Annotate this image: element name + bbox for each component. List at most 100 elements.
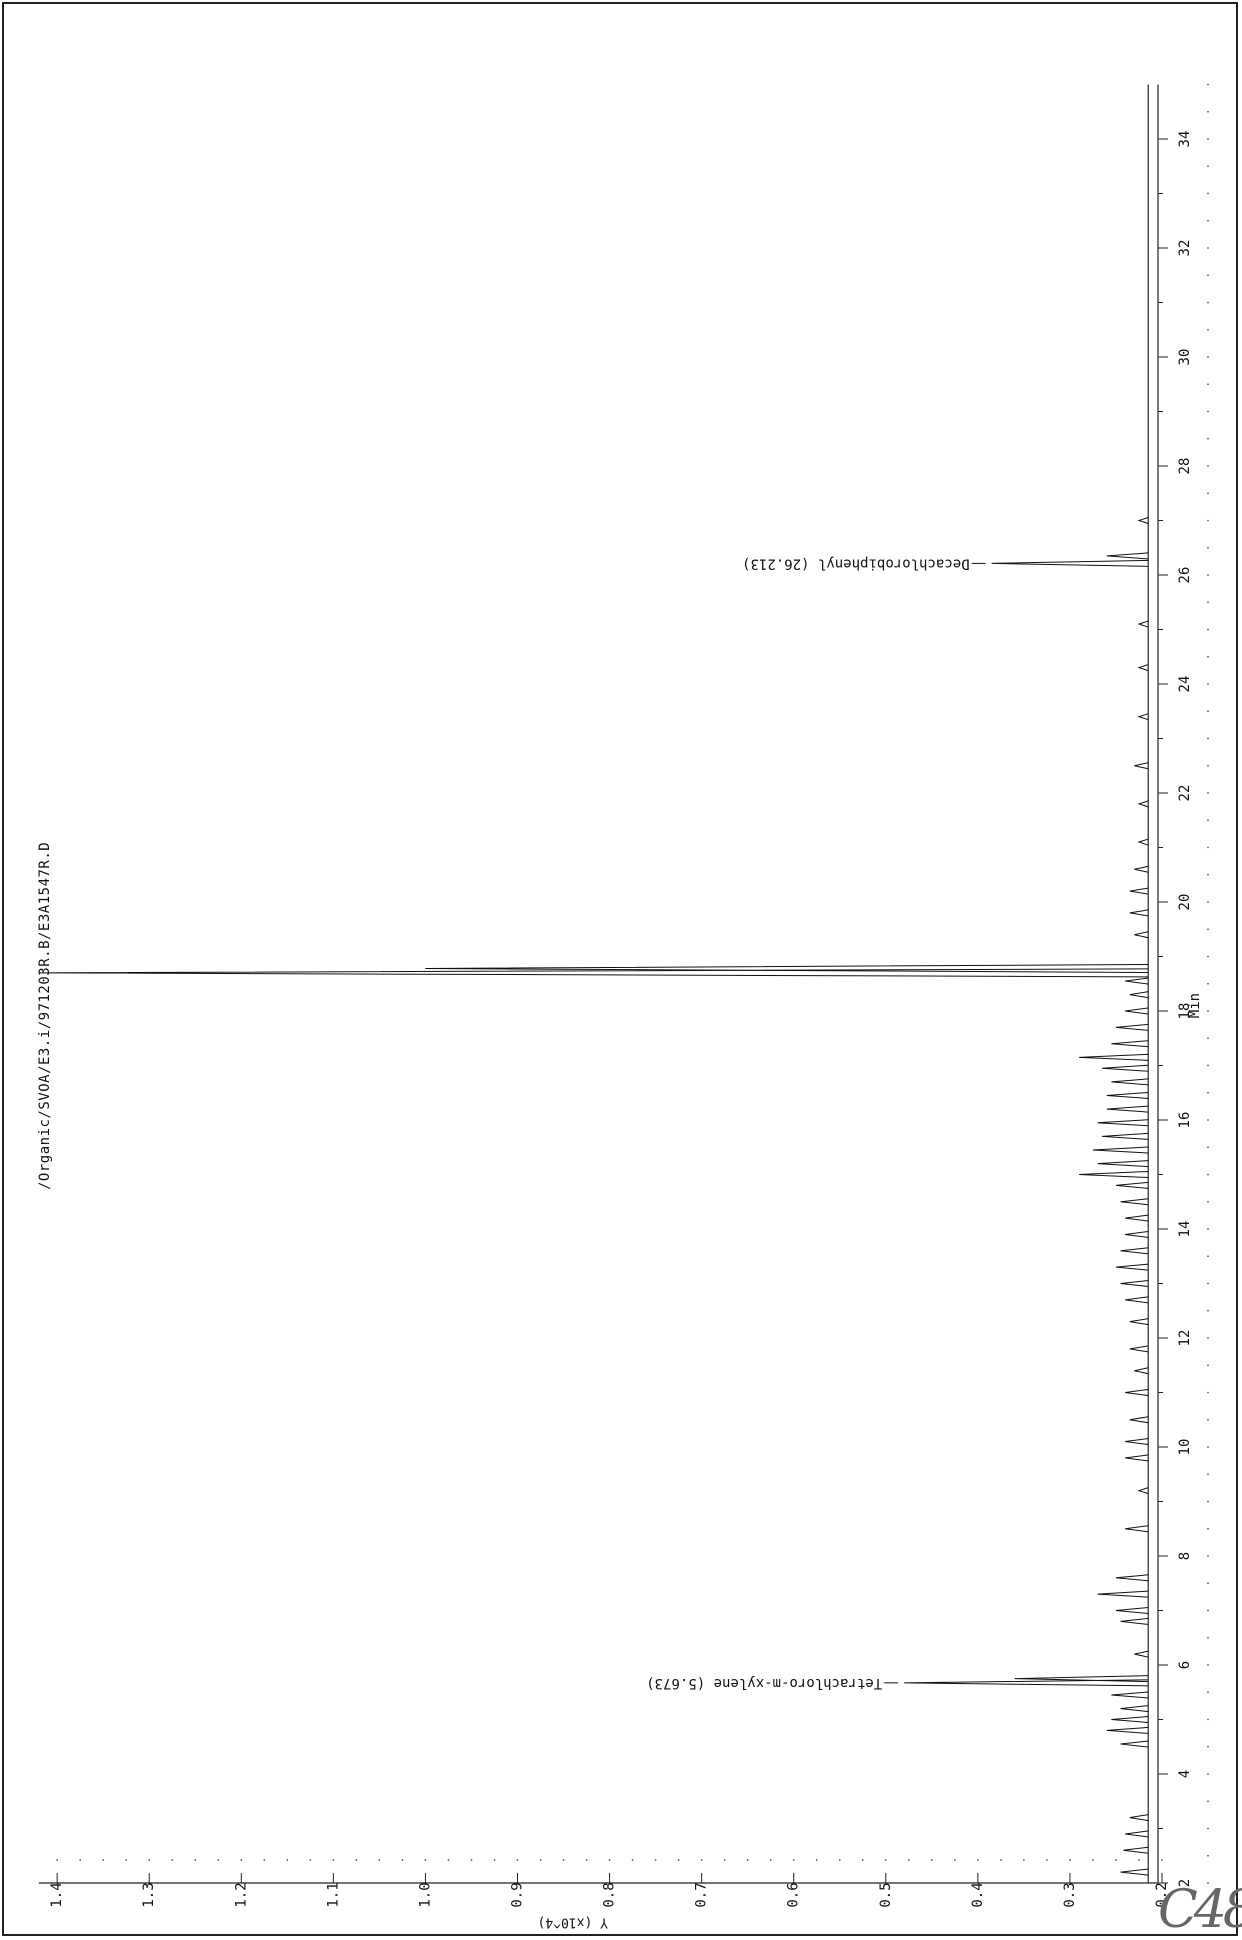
grid-dot <box>79 1859 82 1861</box>
grid-dot <box>1207 328 1209 331</box>
grid-dot <box>608 1859 611 1861</box>
x-tick-label: 16 <box>1177 1112 1193 1129</box>
grid-dot <box>1207 873 1209 876</box>
grid-dot <box>1207 492 1209 495</box>
peak-mark <box>1092 1146 1149 1154</box>
peak-mark <box>1097 1119 1149 1127</box>
peak-mark <box>1123 1846 1149 1854</box>
peak-annotation-label: Decachlorobiphenyl (26.213) <box>742 555 970 571</box>
grid-dot <box>1207 1773 1209 1775</box>
peak-mark <box>1125 1830 1149 1838</box>
y-tick-label: 1.1 <box>325 1882 341 1907</box>
grid-dot <box>217 1859 220 1861</box>
peak-mark <box>425 963 1149 973</box>
peak-mark <box>1125 1230 1149 1238</box>
peak-mark <box>1079 1053 1149 1061</box>
grid-dot <box>1207 546 1209 549</box>
grid-dot <box>746 1859 749 1861</box>
grid-dot <box>585 1859 588 1861</box>
grid-dot <box>470 1859 473 1861</box>
peak-mark <box>1129 887 1149 895</box>
peak-mark <box>1137 517 1149 524</box>
peak-mark <box>1106 1726 1149 1734</box>
grid-dot <box>1092 1859 1094 1861</box>
grid-dot <box>332 1859 335 1861</box>
grid-dot <box>1207 792 1209 794</box>
y-tick-label: 1.4 <box>49 1882 65 1907</box>
grid-dot <box>286 1859 289 1861</box>
y-tick-label: 0.4 <box>970 1882 986 1907</box>
peak-mark <box>1102 1132 1149 1140</box>
grid-dot <box>930 1859 933 1861</box>
peak-mark <box>1102 1064 1149 1072</box>
grid-dot <box>1207 437 1209 440</box>
peak-mark <box>1120 1705 1149 1713</box>
peak-mark <box>1129 1345 1149 1353</box>
grid-dot <box>493 1859 496 1861</box>
peak-mark <box>904 1679 1149 1687</box>
grid-dot <box>1207 1636 1209 1639</box>
peak-mark <box>1120 1247 1149 1255</box>
peak-mark <box>1115 1574 1149 1582</box>
peak-mark <box>1111 1040 1149 1048</box>
grid-dot <box>815 1859 818 1861</box>
grid-dot <box>1207 1173 1209 1176</box>
peak-mark <box>1137 620 1149 628</box>
grid-dot <box>401 1859 404 1861</box>
axis-titles: Min Y (x10^4) <box>538 993 1203 1930</box>
grid-dot <box>171 1859 174 1861</box>
peak-mark <box>1125 1454 1149 1462</box>
grid-dot <box>1115 1859 1117 1861</box>
grid-dot <box>1207 683 1209 685</box>
grid-dot <box>1207 1282 1209 1285</box>
x-tick-label: 22 <box>1177 785 1193 802</box>
grid-dot <box>723 1859 726 1861</box>
peak-mark <box>1134 931 1149 939</box>
x-tick-label: 24 <box>1177 676 1193 693</box>
grid-dot <box>1069 1859 1071 1861</box>
grid-dot <box>125 1859 128 1861</box>
peak-mark <box>1134 762 1149 770</box>
y-tick-label: 0.6 <box>786 1882 802 1907</box>
y-tick-label: 1.0 <box>417 1882 433 1907</box>
peak-mark <box>1120 1198 1149 1206</box>
y-tick-label: 0.2 <box>1154 1882 1170 1907</box>
grid-dot <box>1207 737 1209 740</box>
peak-mark <box>1129 991 1149 999</box>
x-tick-label: 18 <box>1177 1003 1193 1020</box>
peak-mark <box>1106 1105 1149 1113</box>
axes <box>38 84 1159 1884</box>
grid-dot <box>1207 1609 1209 1612</box>
grid-dot <box>1207 1527 1209 1530</box>
grid-dot <box>1207 410 1209 413</box>
grid-dot <box>1207 138 1209 140</box>
grid-dot <box>1207 1745 1209 1748</box>
grid-dot <box>309 1859 312 1861</box>
grid-dot <box>102 1859 105 1861</box>
x-tick-label: 10 <box>1177 1439 1193 1456</box>
peak-mark <box>1125 1389 1149 1396</box>
grid-dot <box>1207 819 1209 822</box>
grid-dot <box>1207 710 1209 713</box>
y-tick-label: 0.5 <box>878 1882 894 1907</box>
grid-dot <box>1207 1418 1209 1421</box>
grid-dot <box>1022 1859 1025 1861</box>
grid-dot <box>1207 301 1209 304</box>
grid-dot <box>1207 1228 1209 1230</box>
peak-mark <box>1137 713 1149 721</box>
peak-mark <box>1125 1438 1149 1446</box>
y-axis-title: Y (x10^4) <box>538 1915 608 1930</box>
grid-dot <box>792 1859 795 1861</box>
grid-dot <box>1207 1091 1209 1094</box>
grid-dot <box>1207 1691 1209 1694</box>
grid-dot <box>861 1859 864 1861</box>
grid-dot <box>1207 83 1209 86</box>
y-tick-label: 1.3 <box>141 1882 157 1907</box>
peak-mark <box>1137 800 1149 808</box>
peak-mark <box>1125 977 1149 985</box>
peak-mark <box>1134 1367 1149 1375</box>
grid-dot <box>838 1859 841 1861</box>
grid-dot <box>562 1859 565 1861</box>
peak-mark <box>1115 1607 1149 1614</box>
x-tick-label: 32 <box>1177 240 1193 257</box>
